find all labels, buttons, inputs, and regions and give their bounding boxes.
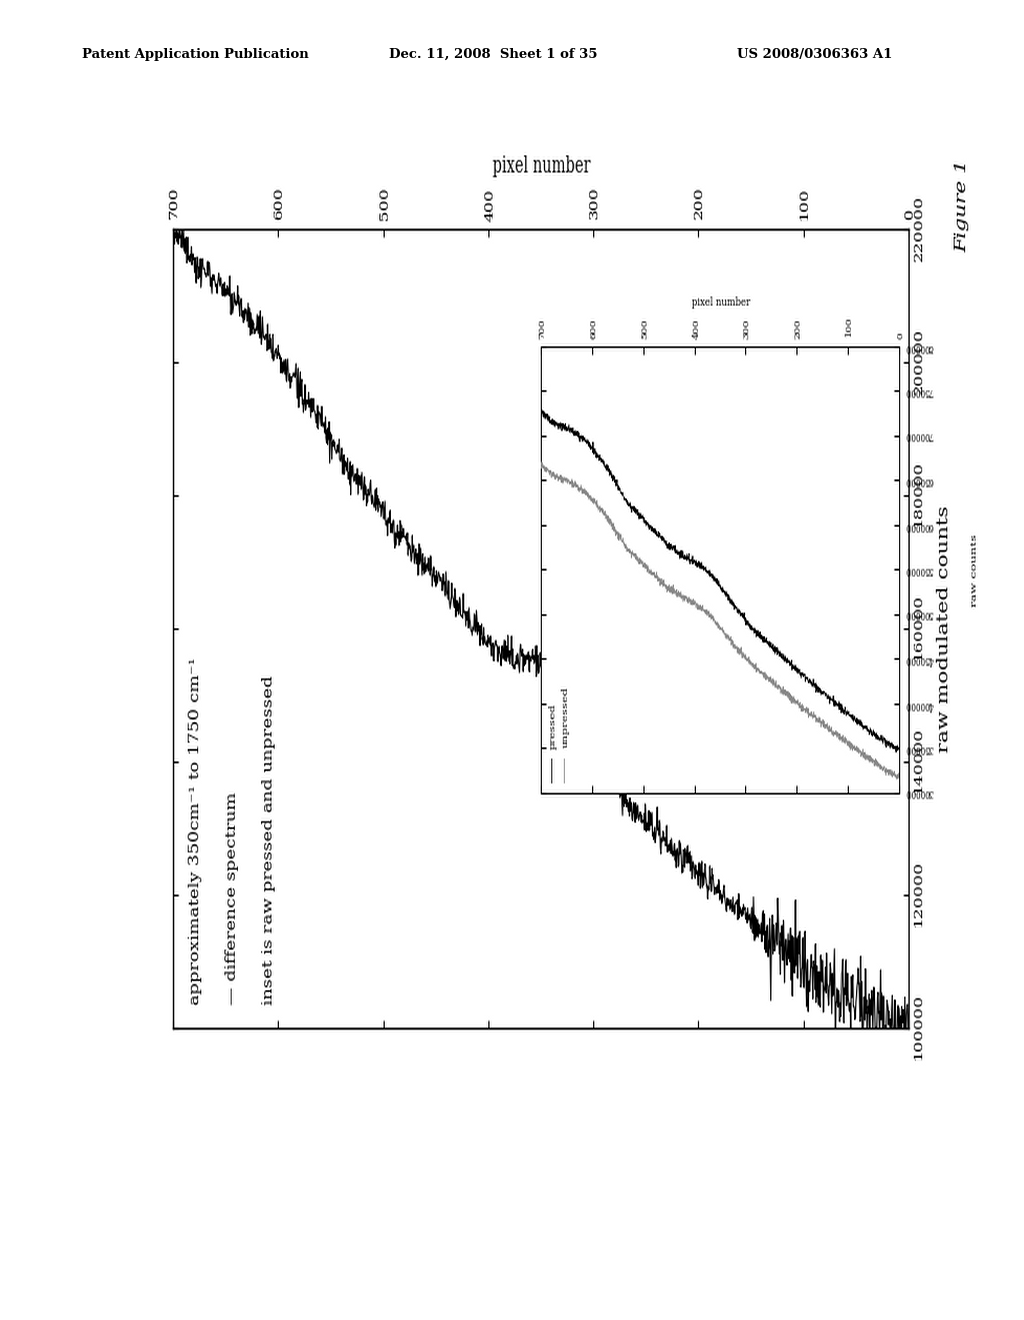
- Text: Patent Application Publication: Patent Application Publication: [82, 48, 308, 61]
- Text: US 2008/0306363 A1: US 2008/0306363 A1: [737, 48, 893, 61]
- Text: Dec. 11, 2008  Sheet 1 of 35: Dec. 11, 2008 Sheet 1 of 35: [389, 48, 598, 61]
